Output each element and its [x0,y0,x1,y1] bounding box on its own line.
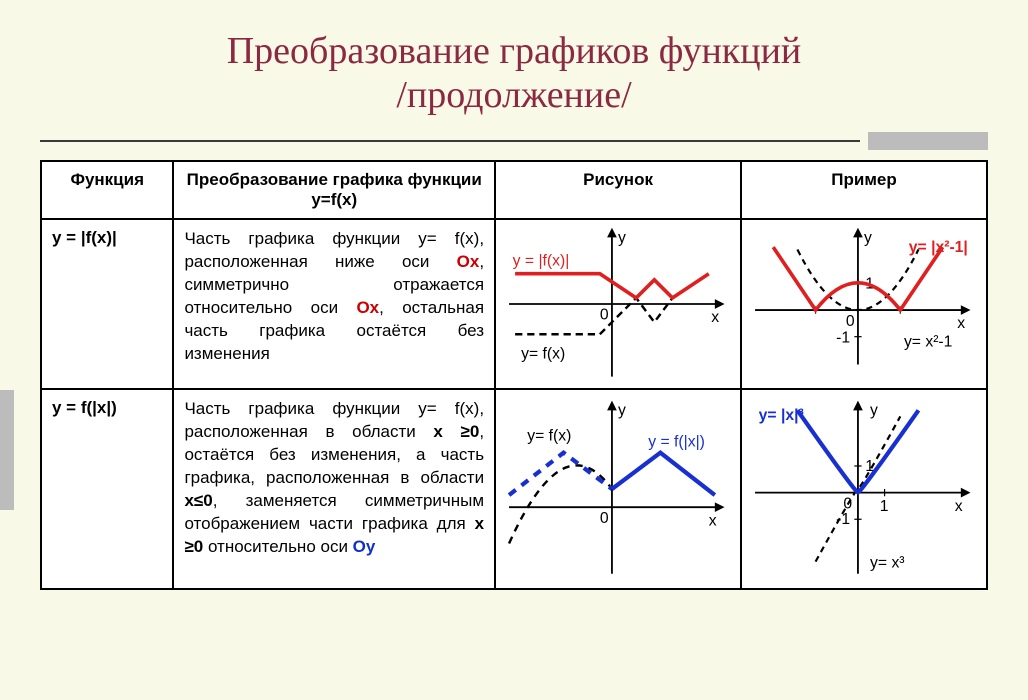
orig-label: y= x³ [870,555,905,572]
table-header-row: Функция Преобразование графика функции y… [41,161,987,219]
abs-label: y = f(|x|) [648,434,705,451]
x-axis-label: x [957,316,965,333]
orig-label: y= x²-1 [904,334,952,351]
col-header-transform: Преобразование графика функции y=f(x) [173,161,495,219]
slide-container: Преобразование графиков функций /продолж… [0,0,1028,590]
y-axis-label: y [870,403,878,420]
orig-right [612,453,715,495]
origin-label: 0 [846,313,855,330]
abs-label: y= |x²-1| [909,239,968,256]
side-accent-bar [0,390,14,510]
title-line-2: /продолжение/ [396,74,631,116]
abs-label: y = |f(x)| [513,253,570,270]
y-axis-label: y [618,230,626,247]
title-divider [40,132,988,150]
graph-fabsx: y x 0 y= f(x) y = f(|x|) [503,394,733,584]
desc-cell-2: Часть графика функции y= f(x), расположе… [173,389,495,589]
drawing-cell-2: y x 0 y= f(x) y = f(|x|) [495,389,741,589]
graph-absfx: y x 0 y = |f(x)| y= f(x) [503,224,733,384]
xtick-1: 1 [880,498,889,515]
y-axis-label: y [618,403,626,420]
slide-title: Преобразование графиков функций /продолж… [40,30,988,117]
y-axis-label: y [864,230,872,247]
orig-left-dash [509,466,612,544]
origin-label: 0 [600,307,609,324]
drawing-cell-1: y x 0 y = |f(x)| y= f(x) [495,219,741,389]
func-label-1: y = |f(x)| [41,219,173,389]
col-header-example: Пример [741,161,987,219]
example-cell-1: y x 0 1 -1 y= |x²-1| y= x²-1 [741,219,987,389]
transform-table: Функция Преобразование графика функции y… [40,160,988,590]
x-axis-label: x [709,513,717,530]
graph-absx2m1: y x 0 1 -1 y= |x²-1| y= x²-1 [749,224,979,384]
desc-cell-1: Часть графика функции y= f(x), расположе… [173,219,495,389]
example-cell-2: y x 0 1 -1 1 y= |x|³ y= x³ [741,389,987,589]
x-axis-label: x [955,498,963,515]
graph-absx-cubed: y x 0 1 -1 1 y= |x|³ y= x³ [749,394,979,584]
title-line-1: Преобразование графиков функций [227,30,802,72]
col-header-drawing: Рисунок [495,161,741,219]
col-header-func: Функция [41,161,173,219]
divider-box [868,132,988,150]
table-row: y = |f(x)| Часть графика функции y= f(x)… [41,219,987,389]
origin-label: 0 [600,510,609,527]
orig-label: y= f(x) [521,346,565,363]
x-axis-label: x [711,310,719,327]
divider-line [40,140,860,142]
table-row: y = f(|x|) Часть графика функции y= f(x)… [41,389,987,589]
func-label-2: y = f(|x|) [41,389,173,589]
orig-label: y= f(x) [527,428,571,445]
abs-label: y= |x|³ [759,407,804,424]
abs-left-dash [509,453,612,495]
ytick-m1: -1 [836,330,850,347]
